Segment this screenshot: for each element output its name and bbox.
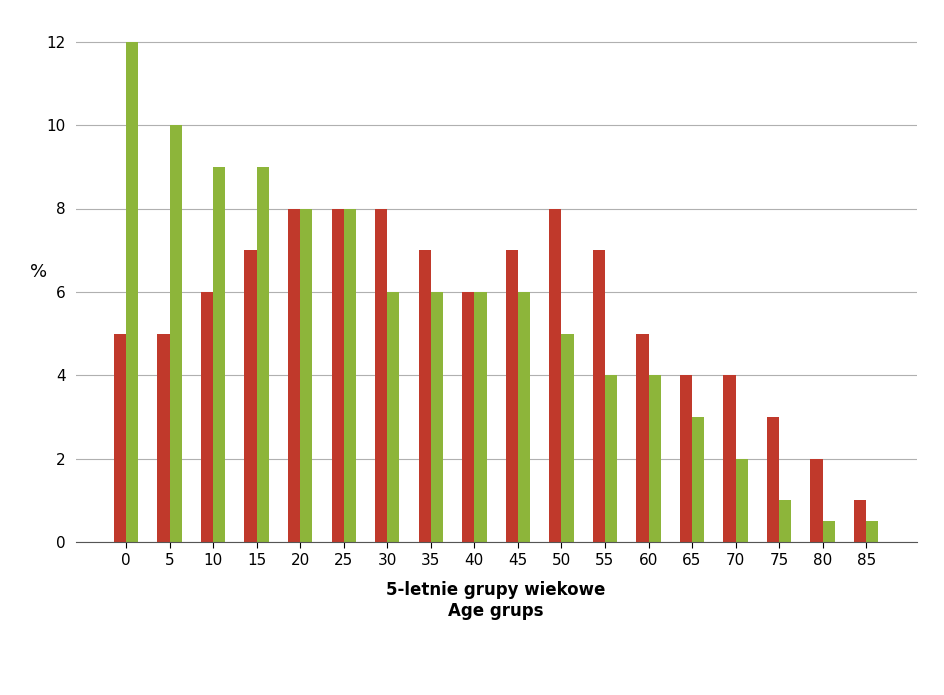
Bar xyxy=(430,292,443,542)
Bar xyxy=(635,334,648,542)
Bar xyxy=(853,500,866,542)
Bar xyxy=(691,417,703,542)
Bar xyxy=(387,292,399,542)
Bar xyxy=(418,250,430,542)
Bar xyxy=(244,250,257,542)
Bar xyxy=(257,167,268,542)
Bar xyxy=(767,417,778,542)
Bar xyxy=(734,459,747,542)
Bar xyxy=(517,292,530,542)
Bar xyxy=(213,167,225,542)
Bar xyxy=(126,42,138,542)
Bar xyxy=(822,521,834,542)
Bar xyxy=(548,208,561,542)
Bar xyxy=(679,375,691,542)
Bar xyxy=(604,375,616,542)
Bar xyxy=(810,459,822,542)
Bar xyxy=(505,250,517,542)
Bar xyxy=(288,208,300,542)
Bar xyxy=(375,208,387,542)
Bar xyxy=(592,250,604,542)
Bar xyxy=(169,125,181,542)
Y-axis label: %: % xyxy=(29,263,47,281)
Bar xyxy=(300,208,312,542)
Bar xyxy=(866,521,878,542)
X-axis label: 5-letnie grupy wiekowe
Age grups: 5-letnie grupy wiekowe Age grups xyxy=(386,582,605,620)
Bar xyxy=(723,375,734,542)
Bar xyxy=(474,292,486,542)
Bar xyxy=(201,292,213,542)
Bar xyxy=(158,334,169,542)
Bar xyxy=(778,500,790,542)
Bar xyxy=(113,334,126,542)
Bar xyxy=(648,375,660,542)
Bar xyxy=(561,334,573,542)
Bar xyxy=(344,208,356,542)
Bar xyxy=(462,292,474,542)
Bar xyxy=(331,208,344,542)
